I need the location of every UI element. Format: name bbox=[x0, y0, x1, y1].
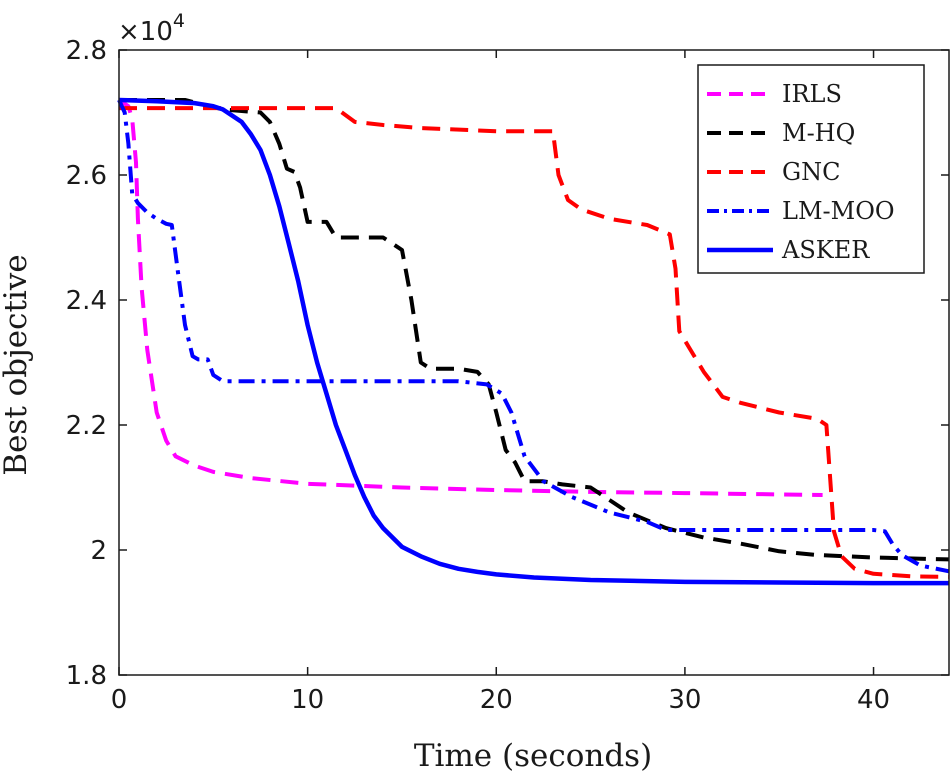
x-axis-title: Time (seconds) bbox=[414, 738, 652, 774]
y-tick-label: 2.4 bbox=[66, 286, 107, 316]
series-line-irls bbox=[117, 98, 823, 497]
y-axis-multiplier-base: ×10 bbox=[118, 17, 173, 47]
y-tick-label: 2.6 bbox=[66, 161, 107, 191]
x-tick-label: 10 bbox=[291, 685, 324, 715]
legend-label-gnc: GNC bbox=[782, 158, 841, 186]
legend: IRLS M-HQ GNC LM-MOO ASKER bbox=[697, 64, 925, 274]
legend-label-irls: IRLS bbox=[782, 80, 842, 108]
series-line-m-hq bbox=[119, 98, 950, 562]
y-axis-title: Best objective bbox=[0, 254, 34, 475]
y-tick-label: 1.8 bbox=[66, 661, 107, 691]
x-tick-label: 20 bbox=[480, 685, 513, 715]
y-tick-label: 2.8 bbox=[66, 36, 107, 66]
series-line-gnc bbox=[119, 106, 950, 579]
y-axis-ticks: 1.8 2 2.2 2.4 2.6 2.8 bbox=[66, 36, 949, 691]
x-axis-ticks: 0 10 20 30 40 bbox=[111, 50, 890, 715]
legend-label-lm-moo: LM-MOO bbox=[782, 197, 895, 225]
y-tick-label: 2.2 bbox=[66, 411, 107, 441]
legend-label-m-hq: M-HQ bbox=[782, 119, 855, 147]
x-tick-label: 30 bbox=[668, 685, 701, 715]
series-line-lm-moo bbox=[117, 99, 950, 574]
y-tick-label: 2 bbox=[90, 536, 107, 566]
legend-box bbox=[697, 64, 925, 274]
series-line-asker bbox=[118, 97, 949, 586]
x-tick-label: 0 bbox=[111, 685, 128, 715]
series-layer bbox=[117, 97, 950, 586]
legend-label-asker: ASKER bbox=[781, 236, 870, 264]
y-axis-multiplier: ×104 bbox=[118, 10, 185, 47]
plot-frame bbox=[118, 49, 950, 676]
x-tick-label: 40 bbox=[857, 685, 890, 715]
y-axis-multiplier-exponent: 4 bbox=[173, 10, 185, 32]
